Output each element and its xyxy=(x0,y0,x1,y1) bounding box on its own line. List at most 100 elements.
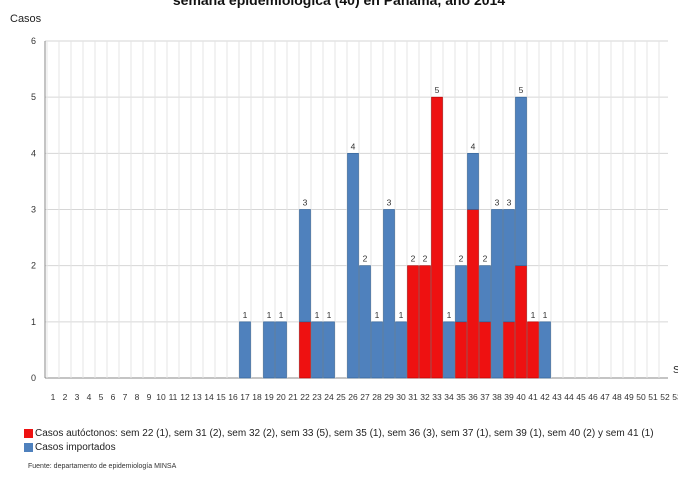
bar-autoctonos xyxy=(515,265,527,379)
x-tick-label: 8 xyxy=(135,392,140,402)
x-tick-label: 43 xyxy=(552,392,562,402)
x-tick-label: 46 xyxy=(588,392,598,402)
x-tick-label: 12 xyxy=(180,392,190,402)
bar-importados xyxy=(467,153,479,210)
legend-item-importados: Casos importados xyxy=(24,440,654,454)
bar-importados xyxy=(239,321,251,379)
x-tick-label: 39 xyxy=(504,392,514,402)
data-label: 3 xyxy=(387,198,392,208)
bar-importados xyxy=(311,321,323,379)
x-tick-label: 16 xyxy=(228,392,238,402)
bar-autoctonos xyxy=(467,209,479,379)
x-tick-label: 7 xyxy=(123,392,128,402)
data-label: 5 xyxy=(519,85,524,95)
x-tick-label: 18 xyxy=(252,392,262,402)
x-tick-label: 35 xyxy=(456,392,466,402)
bar-autoctonos xyxy=(431,96,443,379)
bar-importados xyxy=(479,265,491,323)
y-tick-labels: 0 1 2 3 4 5 6 xyxy=(31,36,36,383)
x-tick-label: 41 xyxy=(528,392,538,402)
bars xyxy=(239,96,551,379)
chart-title: semana epidemiológica (40) en Panamá, añ… xyxy=(172,0,506,8)
x-tick-label: 45 xyxy=(576,392,586,402)
x-tick-label: 47 xyxy=(600,392,610,402)
bar-importados xyxy=(503,209,515,323)
bar-autoctonos xyxy=(503,321,515,379)
legend-swatch-importados xyxy=(24,442,33,452)
x-tick-labels: 1 2 3 4 5 6 7 8 9 10 11 12 13 14 15 16 17 18 19 20 21 22 23 24 2… xyxy=(51,392,678,402)
legend-label-autoctonos: Casos autóctonos: sem 22 (1), sem 31 (2)… xyxy=(35,427,654,439)
x-tick-label: 40 xyxy=(516,392,526,402)
data-label: 1 xyxy=(243,310,248,320)
bar-autoctonos xyxy=(419,265,431,379)
x-tick-label: 25 xyxy=(336,392,346,402)
bar-autoctonos xyxy=(527,321,539,379)
bar-importados xyxy=(395,321,407,379)
data-label: 4 xyxy=(351,141,356,151)
x-tick-label: 49 xyxy=(624,392,634,402)
bar-importados xyxy=(455,265,467,323)
x-tick-label: 11 xyxy=(169,392,178,402)
x-tick-label: 28 xyxy=(372,392,382,402)
x-tick-label: 33 xyxy=(432,392,442,402)
x-tick-label: 4 xyxy=(87,392,92,402)
bar-autoctonos xyxy=(407,265,419,379)
y-axis-label: Casos xyxy=(10,13,42,25)
x-tick-label: 44 xyxy=(564,392,574,402)
y-tick-label: 1 xyxy=(31,317,36,327)
data-label: 1 xyxy=(447,310,452,320)
source-note: Fuente: departamento de epidemiología MI… xyxy=(28,463,177,470)
x-tick-label: 34 xyxy=(444,392,454,402)
x-tick-label: 42 xyxy=(540,392,550,402)
y-tick-label: 3 xyxy=(31,205,36,215)
x-tick-label: 6 xyxy=(111,392,116,402)
data-label: 1 xyxy=(399,310,404,320)
x-tick-label: 27 xyxy=(360,392,370,402)
data-label: 2 xyxy=(411,254,416,264)
data-label: 2 xyxy=(423,254,428,264)
x-tick-label: 32 xyxy=(420,392,430,402)
data-label: 1 xyxy=(327,310,332,320)
bar-importados xyxy=(299,209,311,323)
x-tick-label: 38 xyxy=(492,392,502,402)
bar-importados xyxy=(515,96,527,266)
x-tick-label: 23 xyxy=(312,392,322,402)
bar-autoctonos xyxy=(455,321,467,379)
y-tick-label: 2 xyxy=(31,261,36,271)
x-tick-label: 52 xyxy=(660,392,670,402)
data-label: 1 xyxy=(279,310,284,320)
data-label: 3 xyxy=(495,198,500,208)
data-label: 1 xyxy=(315,310,320,320)
data-label: 4 xyxy=(471,141,476,151)
bar-autoctonos xyxy=(479,321,491,379)
x-tick-label: 15 xyxy=(216,392,226,402)
x-tick-label: 19 xyxy=(264,392,274,402)
data-label: 2 xyxy=(483,254,488,264)
x-tick-label: 17 xyxy=(240,392,250,402)
data-label: 1 xyxy=(375,310,380,320)
bar-importados xyxy=(263,321,275,379)
x-tick-label: 31 xyxy=(408,392,418,402)
bar-importados xyxy=(371,321,383,379)
x-tick-label: 9 xyxy=(147,392,152,402)
x-tick-label: 3 xyxy=(75,392,80,402)
bar-importados xyxy=(359,265,371,379)
data-label: 3 xyxy=(303,198,308,208)
x-tick-label: 14 xyxy=(204,392,214,402)
bar-importados xyxy=(491,209,503,379)
x-tick-label: 10 xyxy=(156,392,166,402)
data-label: 1 xyxy=(267,310,272,320)
legend: Casos autóctonos: sem 22 (1), sem 31 (2)… xyxy=(24,426,654,454)
x-tick-label: 21 xyxy=(288,392,298,402)
x-tick-label: 50 xyxy=(636,392,646,402)
x-tick-label: 13 xyxy=(192,392,202,402)
bar-importados xyxy=(275,321,287,379)
bar-importados xyxy=(443,321,455,379)
x-tick-label: 53 xyxy=(672,392,678,402)
x-tick-label: 29 xyxy=(384,392,394,402)
data-label: 2 xyxy=(459,254,464,264)
x-tick-label: 37 xyxy=(480,392,490,402)
x-tick-label: 51 xyxy=(648,392,658,402)
